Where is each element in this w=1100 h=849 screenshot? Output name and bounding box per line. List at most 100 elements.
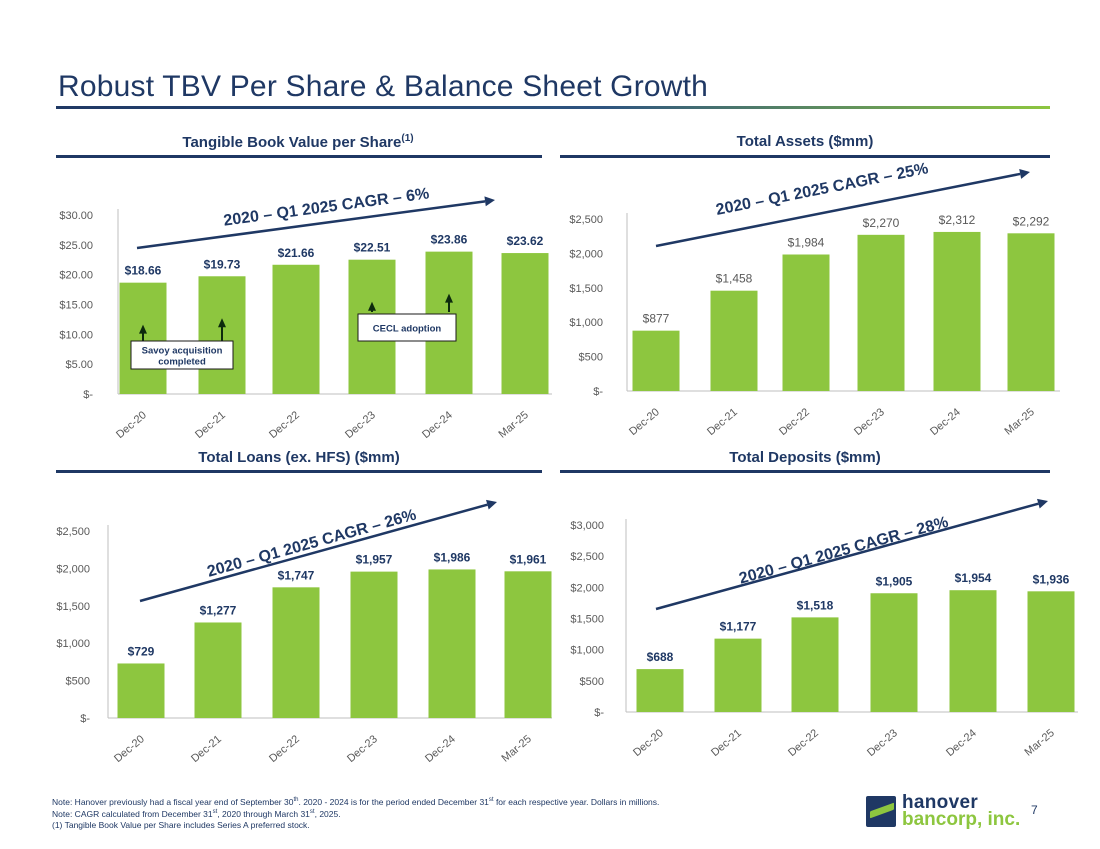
assets-x-tick-label: Dec-24: [928, 406, 963, 438]
deposits-cagr-arrowhead: [1037, 498, 1048, 509]
deposits-x-tick-label: Dec-24: [944, 727, 979, 759]
loans-cagr-arrow: [139, 503, 488, 603]
tbv-annotation-text: completed: [158, 357, 206, 368]
loans-bar: [428, 569, 476, 718]
tbv-cagr-arrow: [136, 200, 486, 250]
tbv-chart-title-text: Tangible Book Value per Share: [182, 134, 402, 151]
assets-data-label: $877: [643, 312, 670, 326]
loans-y-tick-label: $500: [66, 676, 90, 688]
tbv-data-label: $21.66: [278, 246, 315, 260]
deposits-y-tick-label: $2,500: [570, 551, 604, 563]
deposits-data-label: $1,954: [955, 571, 992, 585]
tbv-bar: [272, 264, 320, 394]
assets-bar: [1007, 233, 1055, 391]
assets-y-tick-label: $1,500: [569, 283, 603, 295]
deposits-chart-title: Total Deposits ($mm): [729, 449, 881, 466]
loans-y-tick-label: $2,000: [56, 563, 90, 575]
loans-data-label: $1,277: [200, 603, 237, 617]
assets-title-rule: [560, 155, 1050, 158]
assets-cagr-arrow: [655, 172, 1021, 248]
page-number: 7: [1031, 803, 1038, 817]
tbv-y-tick-label: $25.00: [59, 240, 93, 252]
loans-x-tick-label: Dec-24: [423, 733, 458, 765]
loans-bar: [350, 571, 398, 718]
tbv-x-tick-label: Dec-20: [114, 409, 149, 441]
assets-bar: [710, 290, 758, 391]
tbv-data-label: $22.51: [354, 241, 391, 255]
loans-y-tick-label: $1,500: [56, 601, 90, 613]
deposits-x-tick-label: Dec-23: [865, 727, 900, 759]
loans-y-tick-label: $-: [80, 713, 90, 725]
deposits-bar: [1027, 591, 1075, 712]
tbv-chart-title: Tangible Book Value per Share(1): [56, 133, 540, 151]
deposits-y-tick-label: $1,500: [570, 614, 604, 626]
tbv-footnote-ref: (1): [401, 133, 414, 144]
footnote-tbv: (1) Tangible Book Value per Share includ…: [52, 819, 310, 830]
footnote-fiscal-year: Note: Hanover previously had a fiscal ye…: [52, 796, 660, 807]
tbv-x-tick-label: Dec-21: [193, 409, 228, 441]
assets-cagr-arrowhead: [1019, 169, 1030, 179]
deposits-x-tick-label: Mar-25: [1023, 727, 1057, 759]
deposits-data-label: $1,177: [720, 620, 757, 634]
footnotes: Note: Hanover previously had a fiscal ye…: [52, 795, 659, 830]
tbv-bar: [501, 253, 549, 394]
assets-x-tick-label: Dec-21: [705, 406, 740, 438]
deposits-x-tick-label: Dec-20: [631, 727, 666, 759]
loans-y-tick-label: $2,500: [56, 526, 90, 538]
deposits-bar: [714, 638, 762, 712]
loans-chart-title: Total Loans (ex. HFS) ($mm): [198, 449, 400, 466]
deposits-y-tick-label: $-: [594, 707, 604, 719]
loans-bar: [194, 622, 242, 718]
tbv-annotation-arrowhead: [445, 293, 453, 303]
deposits-data-label: $688: [647, 650, 674, 664]
tbv-y-tick-label: $5.00: [65, 359, 93, 371]
footnote-cagr: Note: CAGR calculated from December 31st…: [52, 809, 341, 820]
tbv-annotation-arrowhead: [218, 318, 226, 328]
assets-data-label: $1,984: [788, 236, 825, 250]
assets-y-tick-label: $2,000: [569, 248, 603, 260]
loans-data-label: $729: [128, 644, 155, 658]
tbv-annotation-box: [357, 313, 457, 342]
deposits-bar: [636, 669, 684, 712]
tbv-annotation-text: Savoy acquisition: [142, 346, 223, 357]
tbv-x-tick-label: Dec-23: [343, 409, 378, 441]
assets-y-tick-label: $2,500: [569, 214, 603, 226]
hanover-bancorp-logo: hanover bancorp, inc.: [866, 792, 1026, 830]
assets-bar: [632, 330, 680, 391]
loans-x-tick-label: Mar-25: [500, 733, 534, 765]
tbv-y-tick-label: $15.00: [59, 300, 93, 312]
deposits-x-tick-label: Dec-22: [786, 727, 821, 759]
assets-y-tick-label: $500: [579, 352, 603, 364]
deposits-title-rule: [560, 470, 1050, 473]
assets-y-tick-label: $-: [593, 386, 603, 398]
deposits-bar: [949, 590, 997, 712]
deposits-y-tick-label: $2,000: [570, 582, 604, 594]
tbv-x-tick-label: Mar-25: [497, 409, 531, 441]
deposits-y-tick-label: $3,000: [570, 520, 604, 532]
deposits-data-label: $1,936: [1033, 572, 1070, 586]
assets-data-label: $2,292: [1013, 214, 1050, 228]
tbv-y-tick-label: $10.00: [59, 329, 93, 341]
assets-bar: [857, 234, 905, 391]
tbv-data-label: $23.86: [431, 233, 468, 247]
loans-x-tick-label: Dec-20: [112, 733, 147, 765]
assets-chart-title: Total Assets ($mm): [736, 133, 874, 150]
tbv-x-tick-label: Dec-24: [420, 409, 455, 441]
assets-bar: [933, 231, 981, 391]
assets-data-label: $2,270: [863, 216, 900, 230]
loans-data-label: $1,747: [278, 568, 315, 582]
deposits-cagr-arrow: [655, 502, 1039, 611]
assets-x-tick-label: Dec-23: [852, 406, 887, 438]
tbv-title-rule: [56, 155, 542, 158]
tbv-y-tick-label: $-: [83, 389, 93, 401]
deposits-y-tick-label: $1,000: [570, 645, 604, 657]
deposits-x-tick-label: Dec-21: [709, 727, 744, 759]
tbv-annotation-arrowhead: [368, 301, 376, 311]
deposits-bar: [870, 593, 918, 712]
logo-wordmark-line2: bancorp, inc.: [902, 809, 1021, 830]
loans-bar: [504, 571, 552, 718]
loans-y-tick-label: $1,000: [56, 638, 90, 650]
tbv-annotation-box: [130, 340, 234, 370]
deposits-y-tick-label: $500: [580, 676, 604, 688]
loans-bar: [117, 663, 165, 718]
